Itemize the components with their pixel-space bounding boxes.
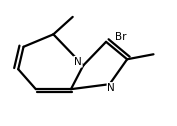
Text: Br: Br <box>115 32 126 42</box>
Text: N: N <box>107 83 115 93</box>
Text: N: N <box>74 57 82 67</box>
